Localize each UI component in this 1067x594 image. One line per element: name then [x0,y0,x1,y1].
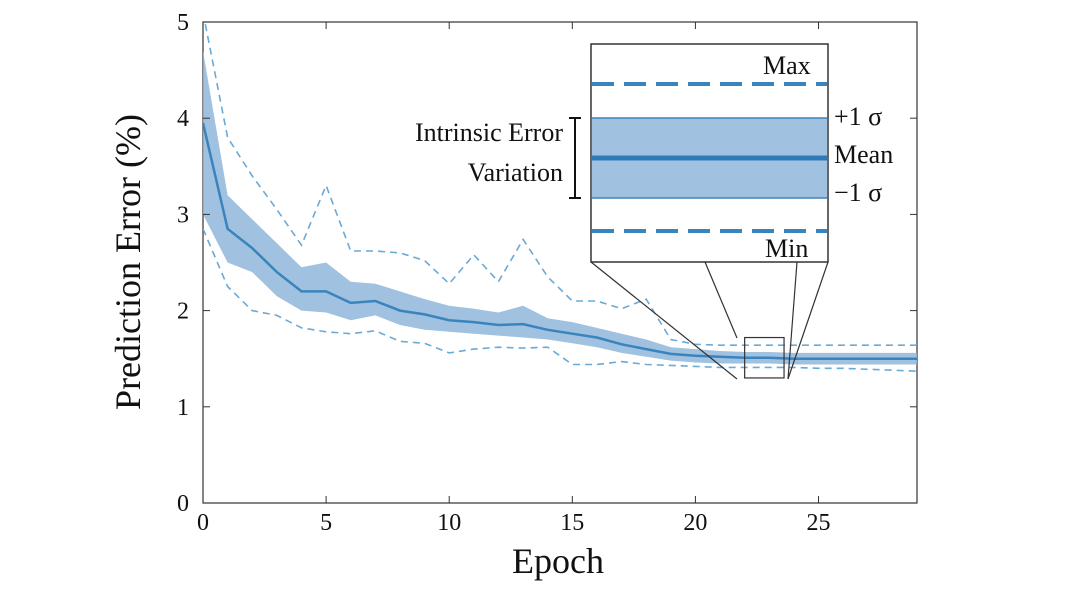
zoom-connector-right [787,261,829,380]
x-tick-label: 20 [683,510,707,536]
zoom-region-box [744,336,785,379]
y-tick-label: 3 [177,202,189,228]
y-axis: 0 1 2 3 4 5 [177,10,917,517]
y-tick-label: 1 [177,395,189,421]
data-layer [203,22,917,372]
mean-line [203,122,917,360]
min-dashed-line [203,228,917,372]
bracket-label-line2: Variation [468,158,563,187]
x-axis-title: Epoch [512,541,604,581]
x-tick-label: 5 [320,510,332,536]
y-axis-title: Prediction Error (%) [108,114,148,410]
x-axis: 0 5 10 15 20 25 [197,22,831,536]
intrinsic-error-bracket: Intrinsic Error Variation [415,117,581,199]
y-tick-label: 0 [177,491,189,517]
inset-label-mean: Mean [834,140,893,169]
y-tick-label: 5 [177,10,189,36]
zoom-connector-inner-right [787,261,798,380]
x-tick-label: 0 [197,510,209,536]
x-tick-label: 10 [437,510,461,536]
inset-label-minus-sigma: −1 σ [834,178,882,207]
x-tick-label: 25 [807,510,831,536]
inset-label-max: Max [763,51,811,80]
sigma-band [203,50,917,365]
zoom-connector-inner-left [704,261,738,339]
max-dashed-line [204,22,917,346]
y-tick-label: 2 [177,299,189,325]
inset-label-plus-sigma: +1 σ [834,102,882,131]
inset-label-min: Min [765,234,808,263]
bracket-label-line1: Intrinsic Error [415,118,563,147]
y-tick-label: 4 [177,106,189,132]
zoom-connector-left [590,261,738,380]
x-tick-label: 15 [560,510,584,536]
inset-legend: Max Min +1 σ Mean −1 σ [590,43,893,263]
